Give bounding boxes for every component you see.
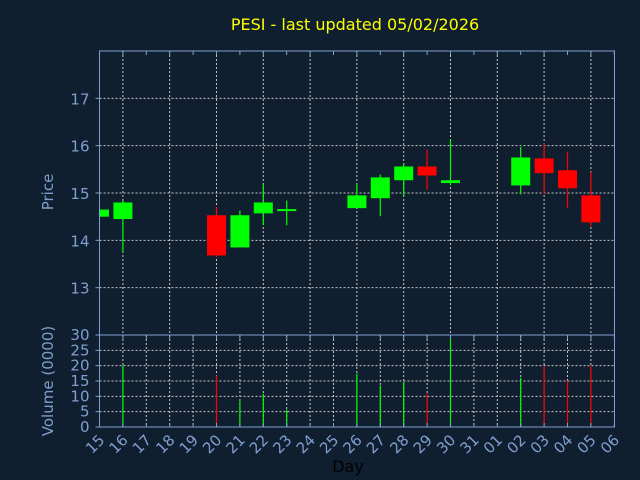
grid xyxy=(99,51,615,427)
price-tick-label: 16 xyxy=(70,138,89,156)
x-tick-label: 16 xyxy=(105,431,131,457)
x-tick-label: 01 xyxy=(480,431,506,457)
x-tick-label: 21 xyxy=(222,431,248,457)
x-tick-label: 19 xyxy=(176,431,202,457)
x-tick-label: 22 xyxy=(246,431,272,457)
price-tick-label: 14 xyxy=(70,232,89,250)
price-axis-label: Price xyxy=(39,174,57,211)
price-tick-label: 13 xyxy=(70,280,89,298)
volume-axis-label: Volume (0000) xyxy=(39,326,57,436)
candle-body xyxy=(511,157,531,186)
volume-tick-label: 10 xyxy=(70,387,89,405)
candle-body xyxy=(277,209,297,212)
volume-tick-label: 30 xyxy=(70,326,89,344)
x-tick-label: 20 xyxy=(199,431,225,457)
x-tick-label: 25 xyxy=(316,431,342,457)
candle-body xyxy=(370,177,390,199)
x-tick-label: 31 xyxy=(456,431,482,457)
price-tick-label: 15 xyxy=(70,185,89,203)
price-tick-label: 17 xyxy=(70,90,89,108)
candles xyxy=(98,139,601,258)
candle-body xyxy=(581,195,601,223)
candle-body xyxy=(99,209,109,217)
candle-body xyxy=(347,195,367,209)
candle-body xyxy=(394,166,414,181)
volume-tick-label: 20 xyxy=(70,357,89,375)
x-tick-label: 24 xyxy=(293,431,319,457)
x-tick-label: 18 xyxy=(152,431,178,457)
x-tick-label: 26 xyxy=(339,431,365,457)
candle-body xyxy=(417,166,437,176)
chart-title: PESI - last updated 05/02/2026 xyxy=(231,15,479,34)
candle-body xyxy=(441,180,460,184)
x-tick-label: 30 xyxy=(433,431,459,457)
volume-panel-frame xyxy=(99,334,615,428)
x-tick-label: 27 xyxy=(363,431,389,457)
x-axis-label: Day xyxy=(332,457,364,476)
x-tick-label: 02 xyxy=(503,431,529,457)
x-tick-label: 03 xyxy=(527,431,553,457)
x-tick-label: 06 xyxy=(597,431,623,457)
x-tick-label: 23 xyxy=(269,431,295,457)
volume-tick-label: 0 xyxy=(80,418,90,436)
x-tick-label: 17 xyxy=(129,431,155,457)
candle-body xyxy=(113,202,133,220)
volume-bars xyxy=(122,337,592,427)
x-tick-label: 28 xyxy=(386,431,412,457)
candle-body xyxy=(253,202,273,214)
candle-body xyxy=(230,215,250,248)
candle-body xyxy=(207,215,226,256)
x-tick-label: 29 xyxy=(410,431,436,457)
volume-tick-label: 5 xyxy=(80,403,90,421)
x-tick-label: 04 xyxy=(550,431,576,457)
x-tick-label: 05 xyxy=(573,431,599,457)
candle-body xyxy=(534,158,554,174)
candle-body xyxy=(558,170,577,189)
volume-tick-label: 25 xyxy=(70,341,89,359)
volume-tick-label: 15 xyxy=(70,372,89,390)
